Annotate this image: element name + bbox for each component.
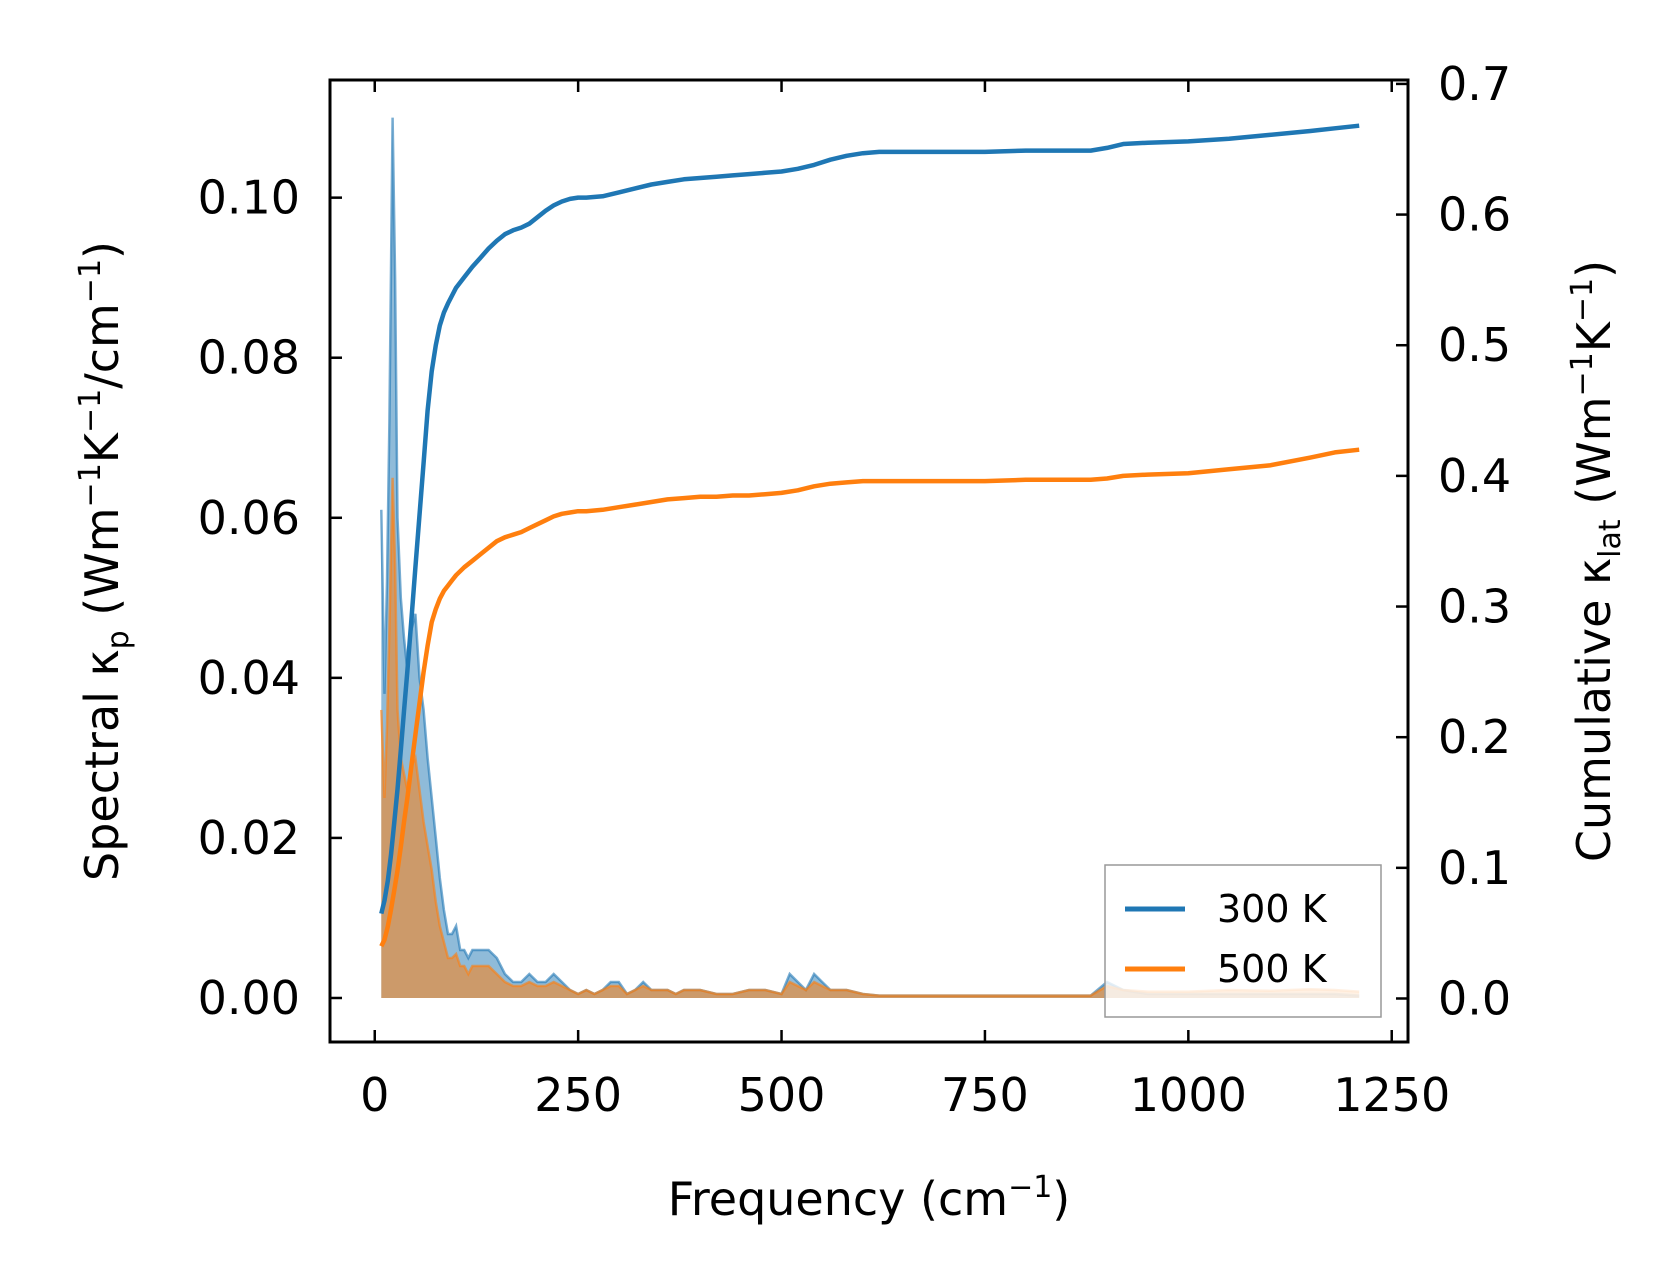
y-right-tick-label: 0.1	[1438, 841, 1511, 895]
y-axis-left-title: Spectral κp (Wm−1K−1/cm−1)	[73, 241, 136, 881]
legend: 300 K 500 K	[1104, 864, 1382, 1018]
cumulative-line-500k	[379, 447, 1360, 948]
y-right-tick-label: 0.4	[1438, 449, 1511, 503]
x-tick-label: 750	[941, 1068, 1029, 1122]
y-left-tick-label: 0.08	[198, 331, 300, 385]
legend-label-300k: 300 K	[1217, 887, 1328, 931]
x-tick-label: 1250	[1333, 1068, 1450, 1122]
y-left-tick-label: 0.02	[198, 811, 300, 865]
spectral-line-500k	[380, 477, 1360, 997]
axes-frame	[328, 78, 1410, 1044]
legend-box	[1104, 864, 1382, 1018]
spectral-line-300k	[380, 117, 1360, 997]
plot-area	[379, 117, 1360, 999]
legend-label-500k: 500 K	[1217, 947, 1328, 991]
y-left-tick-label: 0.06	[198, 491, 300, 545]
x-tick-label: 250	[534, 1068, 622, 1122]
y-right-tick-label: 0.6	[1438, 188, 1511, 242]
y-right-tick-label: 0.7	[1438, 57, 1511, 111]
y-left-tick-label: 0.10	[198, 171, 300, 225]
x-tick-label: 1000	[1130, 1068, 1247, 1122]
y-right-tick-label: 0.5	[1438, 318, 1511, 372]
y-right-tick-label: 0.0	[1438, 971, 1511, 1025]
cumulative-line-300k	[379, 123, 1360, 915]
y-left-tick-label: 0.04	[198, 651, 300, 705]
y-right-tick-label: 0.3	[1438, 580, 1511, 634]
x-tick-label: 0	[360, 1068, 389, 1122]
y-right-tick-label: 0.2	[1438, 710, 1511, 764]
x-axis-title: Frequency (cm−1)	[668, 1170, 1071, 1226]
y-left-tick-label: 0.00	[198, 971, 300, 1025]
ticks-group: 0 250 500 750 1000 1250 0.00 0.02 0.04 0.06 0.08 0.…	[198, 57, 1512, 1122]
y-axis-right-title: Cumulative κlat (Wm−1K−1)	[1565, 260, 1628, 862]
x-tick-label: 500	[738, 1068, 826, 1122]
